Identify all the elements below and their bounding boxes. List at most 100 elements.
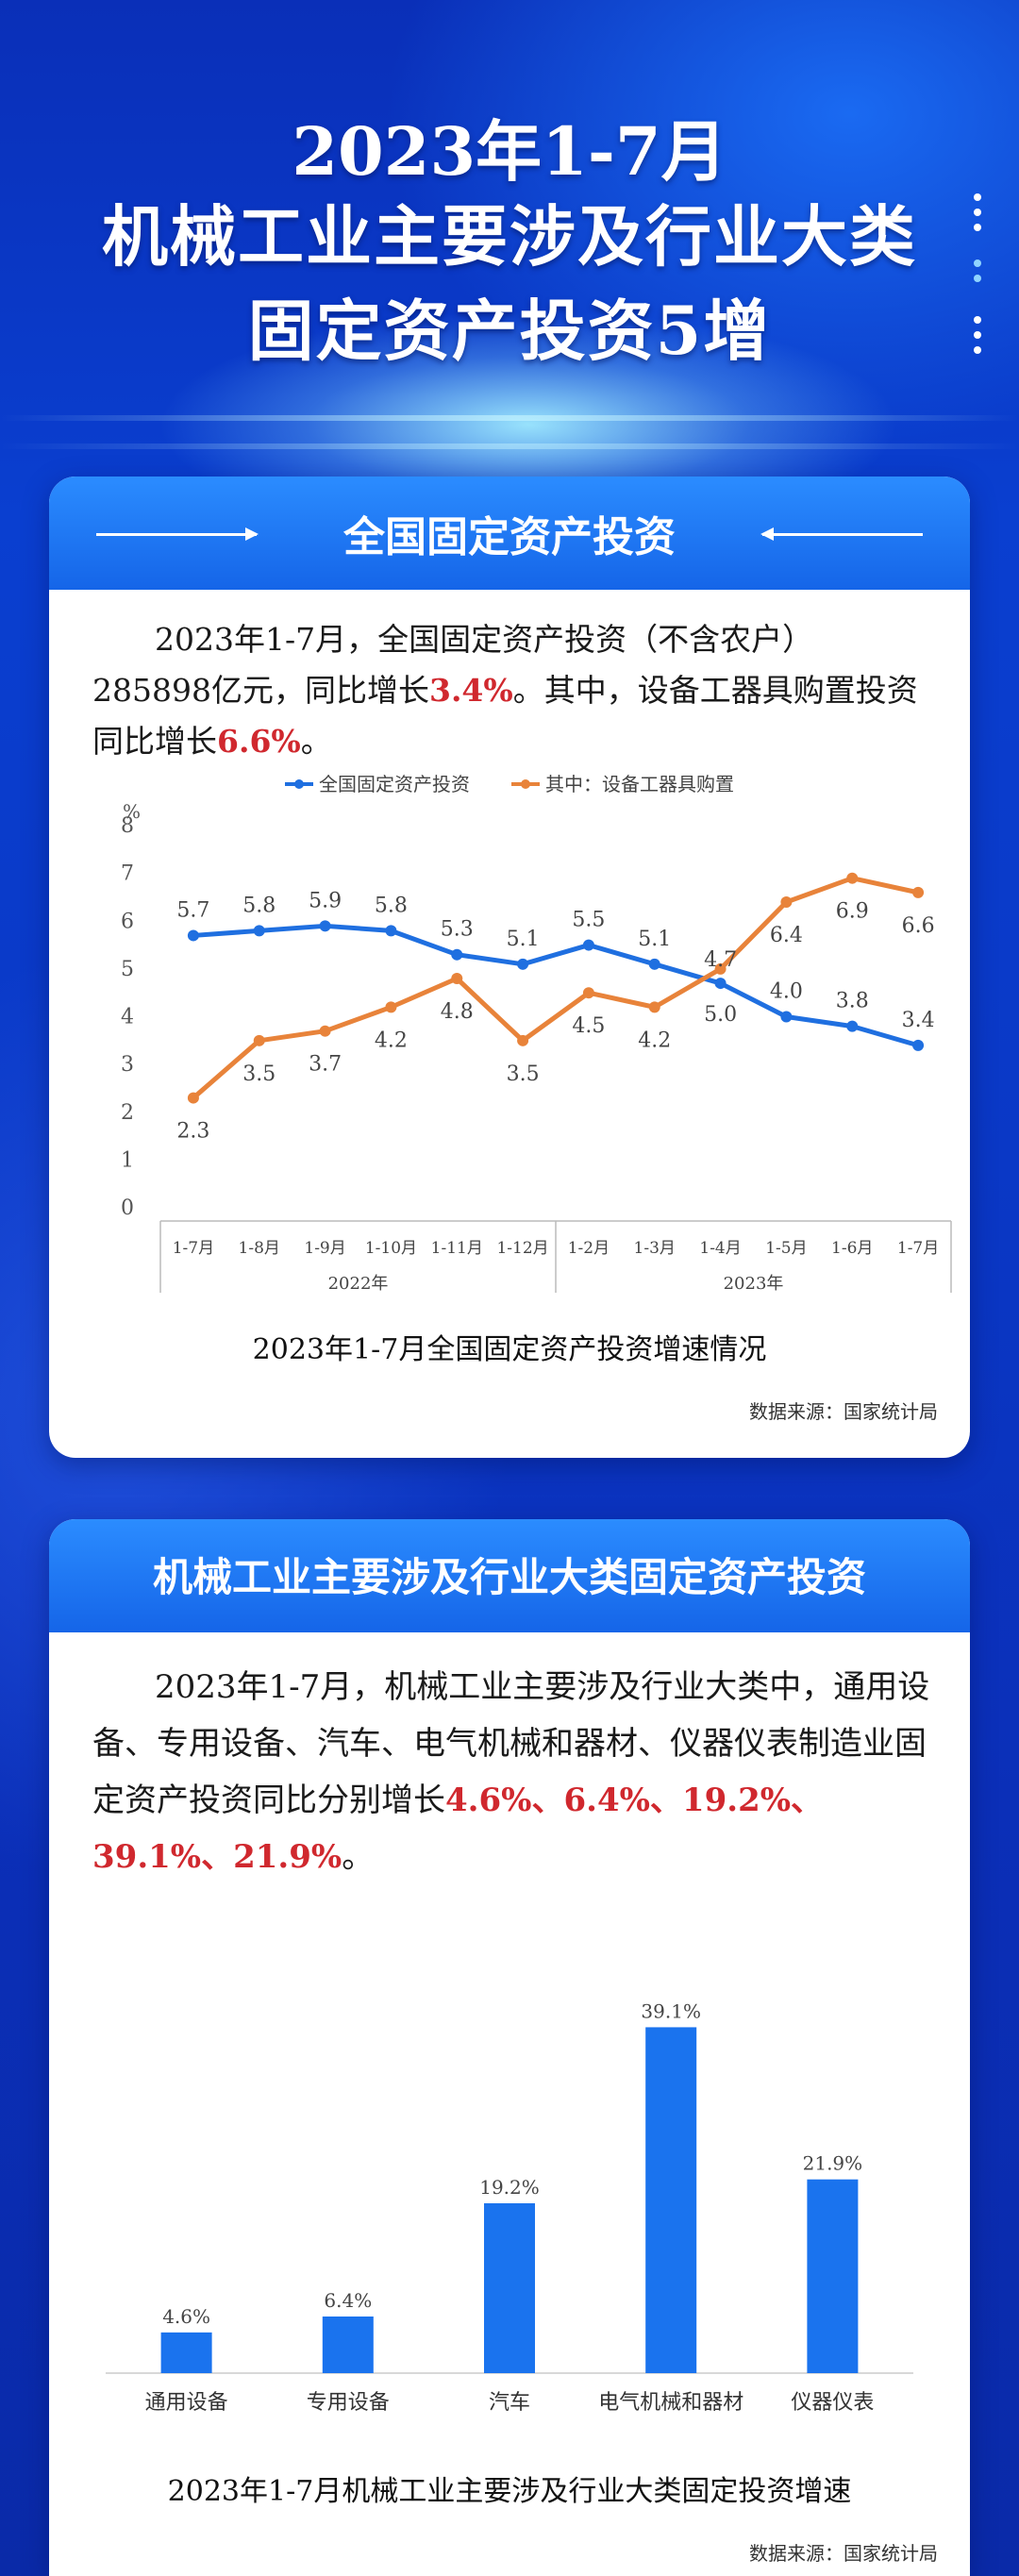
y-tick-label: 4 xyxy=(121,1006,134,1029)
series-national-line xyxy=(192,923,919,1048)
hero-title-line-2: 机械工业主要涉及行业大类 xyxy=(102,197,917,276)
data-label: 3.7 xyxy=(309,1053,342,1077)
chart-caption: 2023年1-7月机械工业主要涉及行业大类固定投资增速 xyxy=(167,2475,852,2508)
machinery-investment-card: 机械工业主要涉及行业大类固定资产投资 2023年1-7月，机械工业主要涉及行业大… xyxy=(49,1519,970,2576)
x-tick-label: 通用设备 xyxy=(145,2391,228,2415)
card-title: 全国固定资产投资 xyxy=(343,513,676,561)
summary-paragraph: 2023年1-7月，全国固定资产投资（不含农户）285898亿元，同比增长3.4… xyxy=(92,614,932,767)
para-text: 2023年1-7月，机械工业主要涉及行业大类中，通用设备、专用设备、汽车、电气机… xyxy=(92,1668,930,1819)
x-tick-label: 1-7月 xyxy=(897,1239,939,1258)
para-text: 。 xyxy=(342,1838,375,1876)
data-label: 5.7 xyxy=(176,898,209,922)
x-tick-label: 1-4月 xyxy=(699,1239,741,1258)
data-label: 3.8 xyxy=(836,990,869,1013)
data-label: 4.0 xyxy=(770,980,803,1004)
data-label: 5.3 xyxy=(441,918,474,942)
data-label: 5.9 xyxy=(309,889,342,912)
data-point xyxy=(648,958,660,970)
series-equipment-line xyxy=(192,876,919,1100)
data-point xyxy=(582,987,594,999)
x-tick-label: 仪器仪表 xyxy=(791,2391,874,2415)
data-label: 5.8 xyxy=(375,894,408,917)
data-point xyxy=(451,948,463,961)
y-tick-label: 7 xyxy=(121,862,134,886)
card-header: 机械工业主要涉及行业大类固定资产投资 xyxy=(49,1519,970,1632)
x-tick-label: 1-3月 xyxy=(634,1239,676,1258)
light-streak xyxy=(0,415,1019,421)
data-point xyxy=(780,1011,793,1023)
y-tick-label: 5 xyxy=(121,958,134,981)
data-label: 3.4 xyxy=(902,1009,935,1032)
data-point xyxy=(714,962,727,975)
y-tick-label: 3 xyxy=(121,1053,134,1077)
data-label: 5.0 xyxy=(704,1003,737,1027)
x-group-label: 2022年 xyxy=(328,1274,389,1294)
bar xyxy=(645,2027,697,2373)
bar-value-label: 4.6% xyxy=(162,2305,210,2328)
x-tick-label: 1-11月 xyxy=(431,1239,483,1258)
hero-title-line-3: 固定资产投资5增 xyxy=(247,292,772,370)
x-tick-label: 1-8月 xyxy=(239,1239,280,1258)
card-title: 机械工业主要涉及行业大类固定资产投资 xyxy=(152,1554,866,1600)
para-text: 。其中，设备工器具购置投资同比增长 xyxy=(92,672,918,760)
data-point xyxy=(648,1001,660,1013)
data-label: 4.5 xyxy=(572,1014,605,1038)
data-point xyxy=(714,978,727,990)
summary-paragraph: 2023年1-7月，机械工业主要涉及行业大类中，通用设备、专用设备、汽车、电气机… xyxy=(92,1659,932,1885)
data-point xyxy=(780,896,793,908)
x-tick-label: 1-6月 xyxy=(831,1239,873,1258)
y-tick-label: 6 xyxy=(121,910,134,933)
legend-label: 其中：设备工器具购置 xyxy=(545,773,734,795)
data-label: 5.1 xyxy=(507,928,540,951)
data-point xyxy=(582,939,594,951)
bar xyxy=(160,2332,212,2373)
data-label: 3.5 xyxy=(242,1062,276,1086)
data-point xyxy=(385,925,397,937)
data-point xyxy=(319,920,331,932)
dots-icon xyxy=(972,316,983,361)
light-streak xyxy=(0,443,1019,449)
arrow-left-icon xyxy=(760,527,923,541)
data-label: 2.3 xyxy=(176,1120,209,1144)
x-group-label: 2023年 xyxy=(724,1274,784,1294)
data-label: 5.5 xyxy=(572,909,605,932)
bar-chart: 4.6% 通用设备 6.4% 专用设备 19.2% 汽车 39.1% 电气机械和器材 21.9%… xyxy=(106,1999,913,2415)
x-tick-label: 1-12月 xyxy=(496,1239,548,1258)
x-tick-label: 1-5月 xyxy=(765,1239,807,1258)
data-label: 4.7 xyxy=(704,948,737,972)
data-point xyxy=(319,1025,331,1037)
highlight-value: 4.6%、6.4%、19.2%、39.1%、21.9% xyxy=(92,1781,824,1876)
legend-marker xyxy=(521,779,530,789)
y-tick-label: 2 xyxy=(121,1101,134,1125)
data-point xyxy=(846,872,859,884)
bar-value-label: 21.9% xyxy=(803,2152,863,2175)
hero-title-line-1: 2023年1-7月 xyxy=(292,112,727,191)
card-header: 全国固定资产投资 xyxy=(49,477,970,590)
bar-value-label: 39.1% xyxy=(641,1999,701,2022)
data-point xyxy=(187,929,199,942)
bar-value-label: 6.4% xyxy=(324,2289,372,2312)
data-label: 6.6 xyxy=(902,914,935,938)
data-label: 5.8 xyxy=(242,894,276,917)
bar xyxy=(322,2317,374,2373)
data-point xyxy=(846,1020,859,1032)
data-point xyxy=(451,973,463,984)
arrow-right-icon xyxy=(96,527,259,541)
data-point xyxy=(253,925,265,937)
x-tick-label: 专用设备 xyxy=(307,2391,390,2415)
data-point xyxy=(187,1092,199,1104)
legend-label: 全国固定资产投资 xyxy=(319,773,470,795)
x-tick-label: 1-7月 xyxy=(173,1239,214,1258)
y-tick-label: 0 xyxy=(121,1196,134,1220)
x-tick-label: 1-2月 xyxy=(568,1239,610,1258)
dots-icon xyxy=(972,193,983,239)
x-tick-label: 1-9月 xyxy=(304,1239,345,1258)
x-tick-label: 汽车 xyxy=(489,2391,530,2415)
legend-marker xyxy=(294,779,304,789)
data-point xyxy=(385,1001,397,1013)
chart-caption: 2023年1-7月全国固定资产投资增速情况 xyxy=(252,1333,767,1366)
data-source: 数据来源：国家统计局 xyxy=(749,1400,938,1423)
y-tick-label: 8 xyxy=(121,814,134,838)
data-point xyxy=(912,1039,925,1051)
bar xyxy=(484,2203,535,2373)
